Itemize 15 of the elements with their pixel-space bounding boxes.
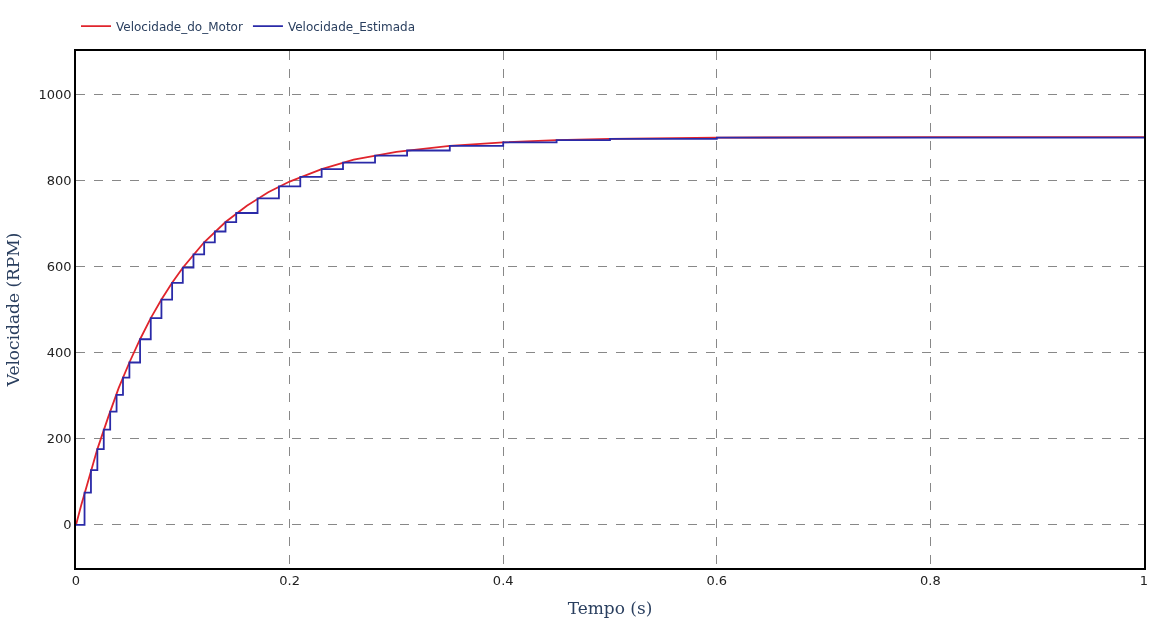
x-tick-label: 0.6 bbox=[706, 573, 728, 589]
x-axis-title: Tempo (s) bbox=[567, 598, 653, 619]
x-tick-label: 1 bbox=[1139, 573, 1149, 589]
y-tick-label: 200 bbox=[46, 431, 72, 447]
y-tick-label: 1000 bbox=[38, 86, 72, 102]
y-tick-label: 600 bbox=[46, 258, 72, 274]
x-tick-label: 0.4 bbox=[492, 573, 514, 589]
y-tick-label: 800 bbox=[46, 172, 72, 188]
x-tick-label: 0.8 bbox=[920, 573, 941, 589]
legend-label: Velocidade_Estimada bbox=[287, 19, 416, 34]
y-tick-label: 0 bbox=[63, 517, 72, 533]
y-axis-title: Velocidade (RPM) bbox=[2, 232, 23, 388]
y-tick-label: 400 bbox=[46, 345, 72, 361]
x-tick-label: 0.2 bbox=[279, 573, 300, 589]
legend-label: Velocidade_do_Motor bbox=[116, 19, 243, 34]
